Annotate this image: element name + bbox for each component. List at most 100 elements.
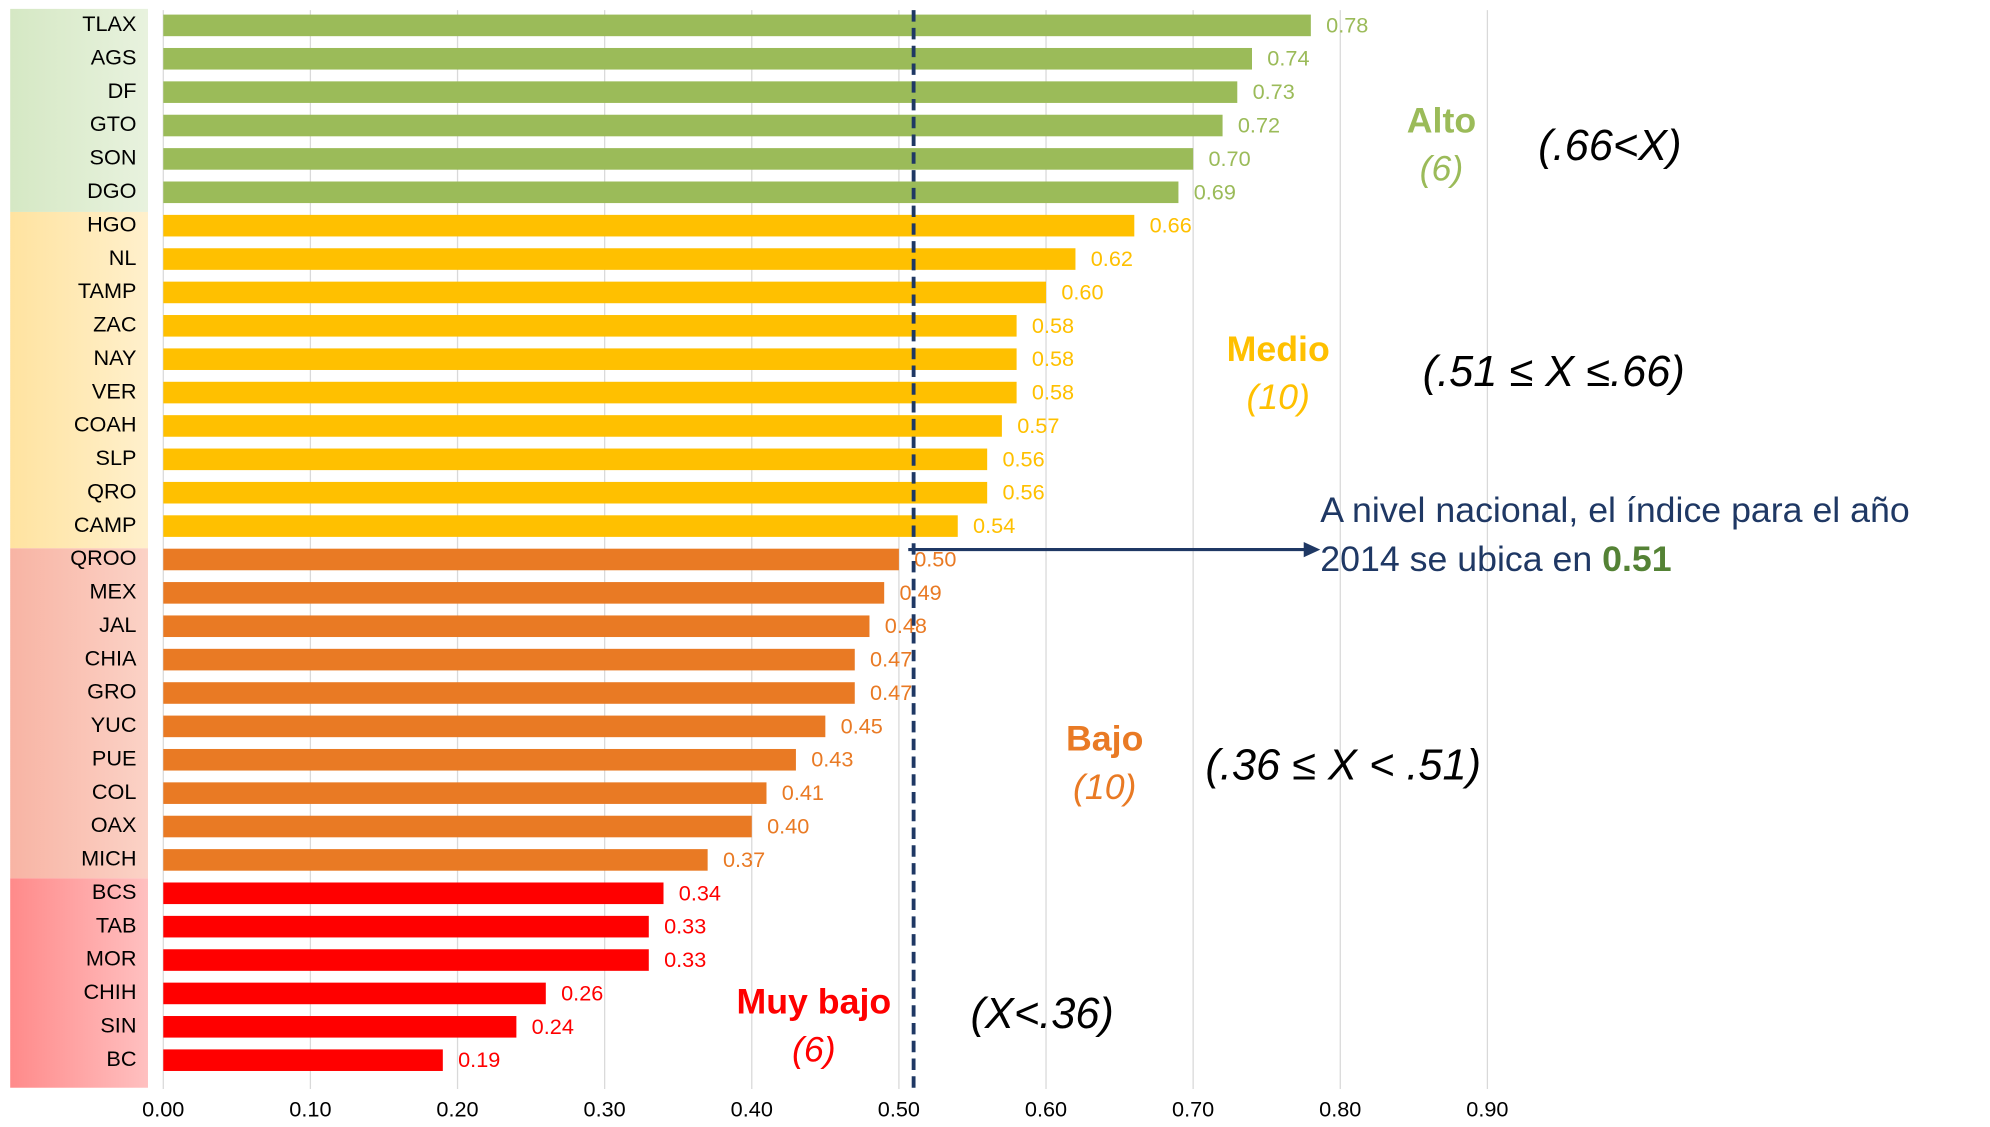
bar bbox=[163, 481, 988, 504]
national-note: 2014 se ubica en 0.51 bbox=[1320, 540, 1671, 580]
value-label: 0.33 bbox=[664, 914, 706, 939]
bar bbox=[163, 582, 885, 604]
value-label: 0.34 bbox=[679, 880, 721, 905]
value-label: 0.58 bbox=[1032, 380, 1074, 405]
bar bbox=[163, 748, 796, 771]
national-note: A nivel nacional, el índice para el año bbox=[1320, 490, 1909, 530]
bar bbox=[163, 315, 1017, 337]
y-tick-label: PUE bbox=[92, 746, 137, 771]
y-tick-label: BC bbox=[106, 1046, 136, 1071]
value-label: 0.47 bbox=[870, 680, 912, 705]
y-tick-label: SIN bbox=[100, 1013, 136, 1038]
bar bbox=[163, 448, 988, 471]
bar bbox=[163, 648, 855, 671]
bar bbox=[163, 915, 649, 938]
x-tick-label: 0.40 bbox=[731, 1096, 773, 1121]
y-tick-label: NAY bbox=[94, 345, 137, 370]
y-tick-label: OAX bbox=[91, 812, 137, 837]
value-label: 0.43 bbox=[811, 747, 853, 772]
value-label: 0.47 bbox=[870, 647, 912, 672]
x-tick-label: 0.90 bbox=[1466, 1096, 1508, 1121]
bar bbox=[163, 214, 1135, 237]
y-tick-label: MICH bbox=[81, 846, 136, 871]
level-range: (.51 ≤ X ≤.66) bbox=[1423, 348, 1685, 396]
y-tick-label: CHIH bbox=[84, 979, 137, 1004]
y-tick-label: VER bbox=[92, 378, 137, 403]
y-tick-label: COAH bbox=[74, 412, 137, 437]
y-tick-label: COL bbox=[92, 779, 137, 804]
y-tick-label: MOR bbox=[86, 946, 137, 971]
value-label: 0.19 bbox=[458, 1047, 500, 1072]
x-tick-label: 0.20 bbox=[436, 1096, 478, 1121]
level-name: Medio bbox=[1227, 329, 1330, 369]
bar bbox=[163, 715, 826, 738]
value-label: 0.56 bbox=[1002, 480, 1044, 505]
bar bbox=[163, 248, 1076, 270]
bar bbox=[163, 14, 1311, 37]
level-count: (6) bbox=[1420, 149, 1464, 189]
y-tick-label: HGO bbox=[87, 211, 136, 236]
x-tick-label: 0.60 bbox=[1025, 1096, 1067, 1121]
bar bbox=[163, 415, 1002, 437]
band-bajo bbox=[10, 548, 148, 879]
y-tick-label: DF bbox=[108, 78, 137, 103]
band-alto bbox=[10, 8, 148, 212]
bar bbox=[163, 515, 958, 537]
value-label: 0.62 bbox=[1091, 246, 1133, 271]
y-tick-label: DGO bbox=[87, 178, 136, 203]
y-tick-label: AGS bbox=[91, 45, 137, 70]
value-label: 0.66 bbox=[1150, 213, 1192, 238]
level-range: (.36 ≤ X < .51) bbox=[1205, 741, 1481, 789]
arrow-head bbox=[1303, 541, 1321, 558]
bar bbox=[163, 281, 1047, 304]
x-tick-label: 0.70 bbox=[1172, 1096, 1214, 1121]
y-tick-label: CAMP bbox=[74, 512, 137, 537]
value-label: 0.41 bbox=[782, 780, 824, 805]
value-label: 0.40 bbox=[767, 814, 809, 839]
value-label: 0.48 bbox=[885, 613, 927, 638]
y-tick-label: ZAC bbox=[93, 312, 136, 337]
value-label: 0.69 bbox=[1194, 179, 1236, 204]
y-tick-label: QROO bbox=[70, 545, 136, 570]
value-label: 0.49 bbox=[899, 580, 941, 605]
value-label: 0.54 bbox=[973, 513, 1015, 538]
value-label: 0.58 bbox=[1032, 346, 1074, 371]
bar bbox=[163, 114, 1223, 137]
value-label: 0.70 bbox=[1208, 146, 1250, 171]
value-label: 0.57 bbox=[1017, 413, 1059, 438]
x-tick-label: 0.10 bbox=[289, 1096, 331, 1121]
value-label: 0.24 bbox=[532, 1014, 574, 1039]
band-medio bbox=[10, 211, 148, 549]
y-tick-label: YUC bbox=[91, 712, 137, 737]
value-label: 0.74 bbox=[1267, 46, 1309, 71]
bar bbox=[163, 982, 546, 1005]
bar bbox=[163, 1016, 517, 1038]
bar bbox=[163, 1049, 443, 1071]
bar bbox=[163, 682, 855, 704]
value-label: 0.56 bbox=[1002, 446, 1044, 471]
bar bbox=[163, 882, 664, 905]
bar bbox=[163, 815, 752, 838]
value-label: 0.72 bbox=[1238, 113, 1280, 138]
bar bbox=[163, 47, 1252, 70]
x-tick-label: 0.50 bbox=[878, 1096, 920, 1121]
level-name: Bajo bbox=[1066, 719, 1143, 759]
level-name: Muy bajo bbox=[737, 981, 892, 1021]
bar bbox=[163, 81, 1238, 103]
level-range: (.66<X) bbox=[1538, 122, 1681, 170]
band-muy-bajo bbox=[10, 878, 148, 1088]
x-tick-label: 0.80 bbox=[1319, 1096, 1361, 1121]
value-label: 0.60 bbox=[1061, 279, 1103, 304]
y-tick-label: TLAX bbox=[82, 11, 136, 36]
value-label: 0.37 bbox=[723, 847, 765, 872]
level-range: (X<.36) bbox=[970, 990, 1113, 1038]
y-tick-label: JAL bbox=[99, 612, 136, 637]
y-tick-label: QRO bbox=[87, 478, 136, 503]
value-label: 0.78 bbox=[1326, 12, 1368, 37]
y-tick-label: MEX bbox=[90, 579, 137, 604]
level-count: (10) bbox=[1073, 767, 1136, 807]
national-note-text: 2014 se ubica en bbox=[1320, 540, 1602, 580]
y-tick-label: GRO bbox=[87, 679, 136, 704]
